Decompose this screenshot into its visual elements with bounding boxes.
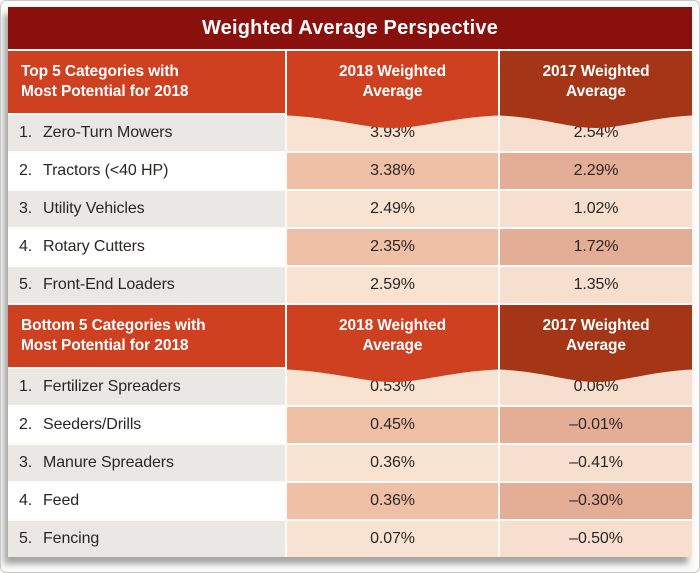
category-name: Tractors (<40 HP) [43, 162, 169, 179]
value-2017: –0.30% [500, 483, 692, 519]
category-name: Seeders/Drills [43, 416, 142, 433]
table-row-label: 2. Seeders/Drills [8, 407, 285, 443]
section-top5-header-line1: Top 5 Categories with [21, 62, 179, 80]
table-row-label: 4. Feed [8, 483, 285, 519]
table-row-label: 5. Fencing [8, 521, 285, 557]
table-row-label: 3. Utility Vehicles [8, 191, 285, 227]
value-2017: 1.35% [500, 267, 692, 303]
value-2018: 3.93% [287, 115, 498, 151]
category-name: Feed [43, 492, 80, 509]
category-name: Zero-Turn Mowers [43, 124, 173, 141]
value-2018: 2.35% [287, 229, 498, 265]
value-2017: –0.41% [500, 445, 692, 481]
category-name: Manure Spreaders [43, 454, 174, 471]
value-2017: –0.01% [500, 407, 692, 443]
table-title: Weighted Average Perspective [8, 7, 692, 49]
value-2018: 0.07% [287, 521, 498, 557]
section-bottom5-header-line2: Most Potential for 2018 [21, 337, 189, 354]
table-row-label: 1. Zero-Turn Mowers [8, 115, 285, 151]
table-row-label: 5. Front-End Loaders [8, 267, 285, 303]
section-top5-header: Top 5 Categories with Most Potential for… [8, 51, 285, 113]
category-name: Front-End Loaders [43, 276, 175, 293]
value-2018: 2.49% [287, 191, 498, 227]
value-2018: 0.53% [287, 369, 498, 405]
col-header-2018-bottom: 2018 Weighted Average [287, 305, 498, 382]
value-2017: 1.02% [500, 191, 692, 227]
section-bottom5-header: Bottom 5 Categories with Most Potential … [8, 305, 285, 367]
value-2018: 2.59% [287, 267, 498, 303]
value-2018: 3.38% [287, 153, 498, 189]
table-row-label: 4. Rotary Cutters [8, 229, 285, 265]
value-2017: 0.06% [500, 369, 692, 405]
col-header-2017-bottom: 2017 Weighted Average [500, 305, 692, 382]
category-name: Fencing [43, 530, 100, 547]
value-2017: –0.50% [500, 521, 692, 557]
value-2017: 2.54% [500, 115, 692, 151]
col-header-2017-top: 2017 Weighted Average [500, 51, 692, 128]
weighted-average-table: Weighted Average Perspective Top 5 Categ… [8, 7, 692, 557]
table-row-label: 3. Manure Spreaders [8, 445, 285, 481]
category-name: Fertilizer Spreaders [43, 378, 181, 395]
value-2018: 0.36% [287, 445, 498, 481]
table-row-label: 2. Tractors (<40 HP) [8, 153, 285, 189]
section-top5-header-line2: Most Potential for 2018 [21, 83, 189, 100]
value-2018: 0.36% [287, 483, 498, 519]
value-2017: 1.72% [500, 229, 692, 265]
table-row-label: 1. Fertilizer Spreaders [8, 369, 285, 405]
category-name: Rotary Cutters [43, 238, 145, 255]
category-name: Utility Vehicles [43, 200, 145, 217]
col-header-2018-top: 2018 Weighted Average [287, 51, 498, 128]
value-2017: 2.29% [500, 153, 692, 189]
section-bottom5-header-line1: Bottom 5 Categories with [21, 316, 206, 334]
value-2018: 0.45% [287, 407, 498, 443]
